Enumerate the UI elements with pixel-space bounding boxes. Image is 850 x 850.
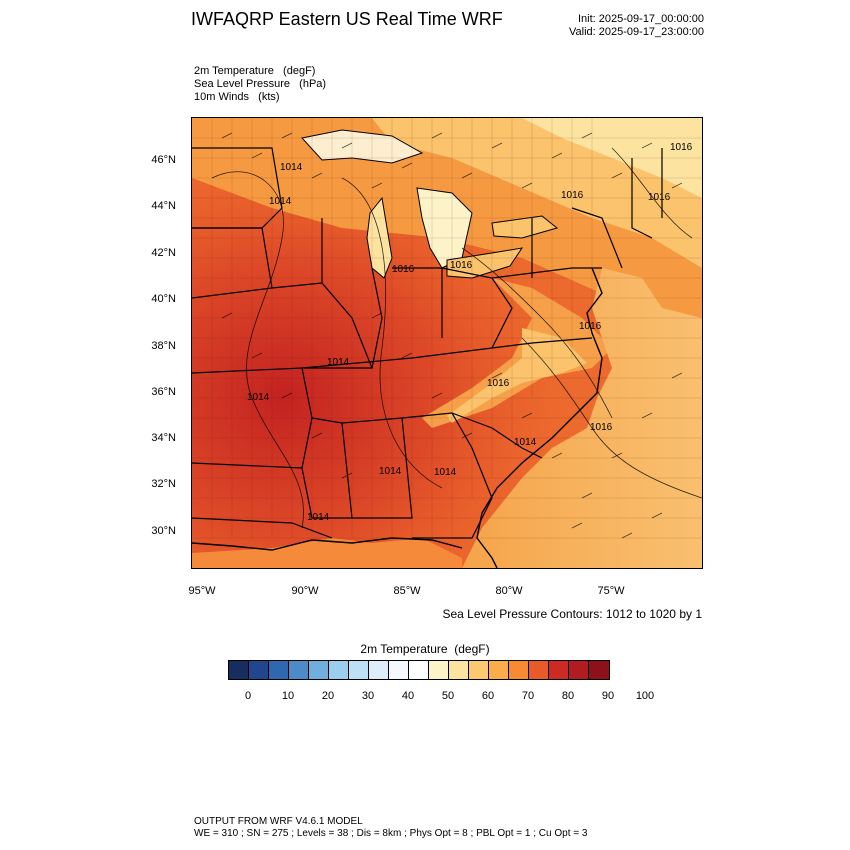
isobar-label: 1016 xyxy=(579,321,602,332)
colorbar-tick: 30 xyxy=(361,690,375,702)
colorbar-tick: 10 xyxy=(281,690,295,702)
field-temperature: 2m Temperature (degF) xyxy=(194,65,316,77)
colorbar-title: 2m Temperature (degF) xyxy=(360,642,490,656)
isobar-label: 1016 xyxy=(670,142,693,153)
lon-label: 95°W xyxy=(188,585,216,597)
colorbar-tick: 90 xyxy=(601,690,615,702)
lat-label: 44°N xyxy=(151,200,176,212)
lon-label: 75°W xyxy=(597,585,625,597)
colorbar-swatch xyxy=(409,661,429,679)
lon-label: 85°W xyxy=(393,585,421,597)
colorbar-swatch xyxy=(289,661,309,679)
lat-label: 42°N xyxy=(151,247,176,259)
field-list: 2m Temperature (degF) Sea Level Pressure… xyxy=(194,65,326,104)
colorbar-swatch xyxy=(589,661,609,679)
colorbar xyxy=(228,660,610,680)
lat-label: 36°N xyxy=(151,386,176,398)
colorbar-swatch xyxy=(349,661,369,679)
init-time: Init: 2025-09-17_00:00:00 xyxy=(578,13,704,25)
isobar-label: 1014 xyxy=(379,466,402,477)
isobar-label: 1016 xyxy=(487,378,510,389)
colorbar-tick: 20 xyxy=(321,690,335,702)
lat-label: 40°N xyxy=(151,293,176,305)
lat-label: 32°N xyxy=(151,478,176,490)
lon-label: 90°W xyxy=(291,585,319,597)
isobar-label: 1014 xyxy=(514,437,537,448)
lat-label: 30°N xyxy=(151,525,176,537)
isobar-label: 1016 xyxy=(392,264,415,275)
colorbar-tick: 80 xyxy=(561,690,575,702)
colorbar-tick: 50 xyxy=(441,690,455,702)
colorbar-tick: 60 xyxy=(481,690,495,702)
colorbar-swatch xyxy=(229,661,249,679)
colorbar-swatch xyxy=(429,661,449,679)
colorbar-swatch xyxy=(369,661,389,679)
lon-label: 80°W xyxy=(495,585,523,597)
isobar-label: 1014 xyxy=(247,392,270,403)
isobar-label: 1014 xyxy=(307,512,330,523)
lat-label: 46°N xyxy=(151,154,176,166)
isobar-label: 1014 xyxy=(269,196,292,207)
colorbar-swatch xyxy=(469,661,489,679)
colorbar-swatch xyxy=(489,661,509,679)
colorbar-tick: 0 xyxy=(244,690,252,702)
time-info: Init: 2025-09-17_00:00:00 Valid: 2025-09… xyxy=(569,13,704,39)
isobar-label: 1016 xyxy=(450,260,473,271)
colorbar-swatch xyxy=(309,661,329,679)
isobar-label: 1016 xyxy=(561,190,584,201)
isobar-label: 1016 xyxy=(590,422,613,433)
model-version: OUTPUT FROM WRF V4.6.1 MODEL xyxy=(194,816,363,827)
contour-note: Sea Level Pressure Contours: 1012 to 102… xyxy=(442,607,703,621)
lat-label: 38°N xyxy=(151,340,176,352)
map-panel: 1016 1014 1016 1016 1016 1016 1016 1014 … xyxy=(191,117,703,569)
colorbar-swatch xyxy=(389,661,409,679)
colorbar-tick: 40 xyxy=(401,690,415,702)
field-pressure: Sea Level Pressure (hPa) xyxy=(194,78,327,90)
colorbar-swatch xyxy=(269,661,289,679)
isobar-label: 1016 xyxy=(648,192,671,203)
isobar-label: 1014 xyxy=(280,162,303,173)
plot-title: IWFAQRP Eastern US Real Time WRF xyxy=(191,9,503,29)
isobar-label: 1014 xyxy=(327,357,350,368)
valid-time: Valid: 2025-09-17_23:00:00 xyxy=(569,26,704,38)
temperature-map: 1016 1014 1016 1016 1016 1016 1016 1014 … xyxy=(192,118,702,568)
colorbar-swatch xyxy=(329,661,349,679)
colorbar-swatch xyxy=(509,661,529,679)
colorbar-tick: 70 xyxy=(521,690,535,702)
colorbar-swatch xyxy=(249,661,269,679)
colorbar-swatch xyxy=(449,661,469,679)
colorbar-swatch xyxy=(549,661,569,679)
model-params: WE = 310 ; SN = 275 ; Levels = 38 ; Dis … xyxy=(194,828,588,839)
colorbar-swatch xyxy=(529,661,549,679)
lat-label: 34°N xyxy=(151,432,176,444)
isobar-label: 1014 xyxy=(434,467,457,478)
field-winds: 10m Winds (kts) xyxy=(194,91,280,103)
colorbar-tick: 100 xyxy=(635,690,655,702)
model-info: OUTPUT FROM WRF V4.6.1 MODEL WE = 310 ; … xyxy=(194,816,587,840)
colorbar-swatch xyxy=(569,661,589,679)
